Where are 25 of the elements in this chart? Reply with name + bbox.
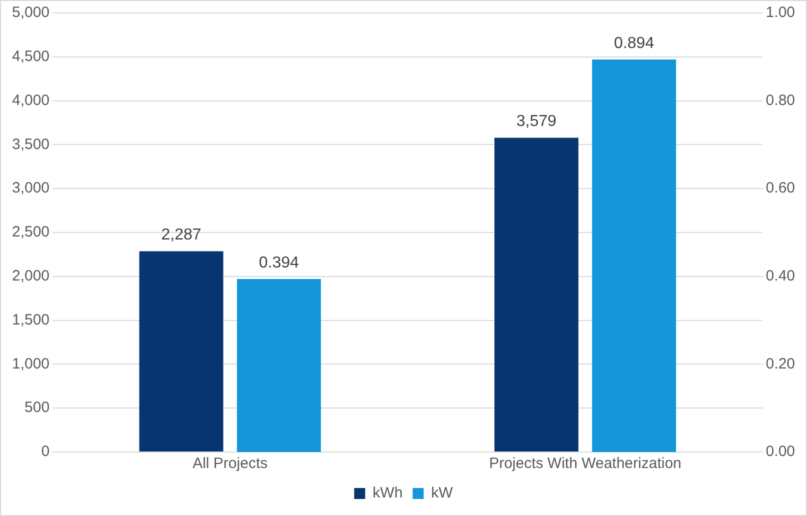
x-tick-label: Projects With Weatherization	[489, 455, 682, 472]
data-label: 0.394	[258, 254, 300, 272]
y2-tick-label: 0.80	[766, 92, 796, 109]
data-label: 2,287	[161, 226, 202, 244]
y-tick-label: 3,500	[12, 136, 50, 153]
y2-tick-label: 1.00	[766, 4, 796, 22]
y-tick-label: 3,000	[12, 180, 50, 197]
y2-tick-label: 0.60	[766, 180, 796, 197]
y-tick-label: 1,000	[12, 355, 50, 372]
y2-tick-label: 0.40	[766, 268, 796, 285]
y-tick-label: 4,000	[12, 92, 50, 109]
y-tick-label: 0	[41, 443, 50, 460]
y-tick-label: 4,500	[12, 48, 50, 66]
y2-tick-label: 0.20	[766, 355, 796, 372]
y-tick-label: 1,500	[12, 311, 50, 328]
y2-tick-label: 0.00	[766, 443, 796, 460]
data-label: 3,579	[516, 113, 557, 130]
y-tick-label: 500	[24, 399, 50, 416]
y-tick-label: 2,500	[12, 224, 50, 241]
legend-label: kW	[431, 484, 454, 502]
legend-label: kWh	[372, 484, 403, 502]
y-tick-label: 5,000	[12, 4, 50, 22]
data-label: 0.894	[614, 34, 654, 52]
x-tick-label: All Projects	[192, 455, 268, 472]
y-tick-label: 2,000	[12, 268, 50, 285]
